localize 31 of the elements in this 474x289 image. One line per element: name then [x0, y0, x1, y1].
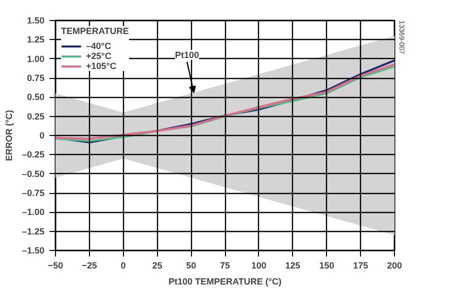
x-tick-label: −25	[82, 260, 98, 270]
y-tick-label: 0.25	[26, 111, 45, 122]
y-tick-label: 0.75	[26, 73, 45, 83]
y-tick-label: 0	[39, 130, 45, 140]
x-tick-label: −50	[48, 260, 64, 270]
y-tick-label: –1.50	[22, 246, 45, 256]
y-tick-label: –1.00	[22, 207, 45, 218]
y-tick-label: 1.50	[26, 16, 45, 26]
y-tick-label: –0.50	[22, 168, 45, 179]
x-tick-label: 175	[353, 260, 368, 270]
y-tick-label: –1.25	[22, 226, 45, 236]
x-tick-label: 100	[251, 260, 266, 270]
legend-label: +25°C	[86, 51, 112, 61]
x-tick-label: 75	[220, 260, 230, 270]
y-axis-title: ERROR (°C)	[4, 110, 14, 162]
x-tick-label: 50	[186, 260, 196, 270]
y-tick-label: 0.50	[26, 92, 45, 102]
x-tick-label: 25	[152, 260, 162, 270]
y-tick-label: 1.25	[26, 34, 45, 45]
x-tick-label: 200	[386, 260, 402, 270]
annotation: Pt100	[175, 50, 200, 60]
x-tick-label: 150	[319, 260, 334, 270]
legend-title: TEMPERATURE	[61, 26, 129, 36]
y-tick-label: –0.75	[22, 188, 45, 198]
x-tick-label: 125	[285, 260, 300, 270]
y-tick-label: 1.00	[26, 54, 45, 64]
y-tick-label: –0.25	[22, 150, 45, 160]
legend-label: –40°C	[86, 41, 112, 51]
x-tick-label: 0	[120, 260, 126, 270]
legend-label: +105°C	[86, 61, 116, 71]
x-axis-title: Pt100 TEMPERATURE (°C)	[168, 276, 282, 286]
